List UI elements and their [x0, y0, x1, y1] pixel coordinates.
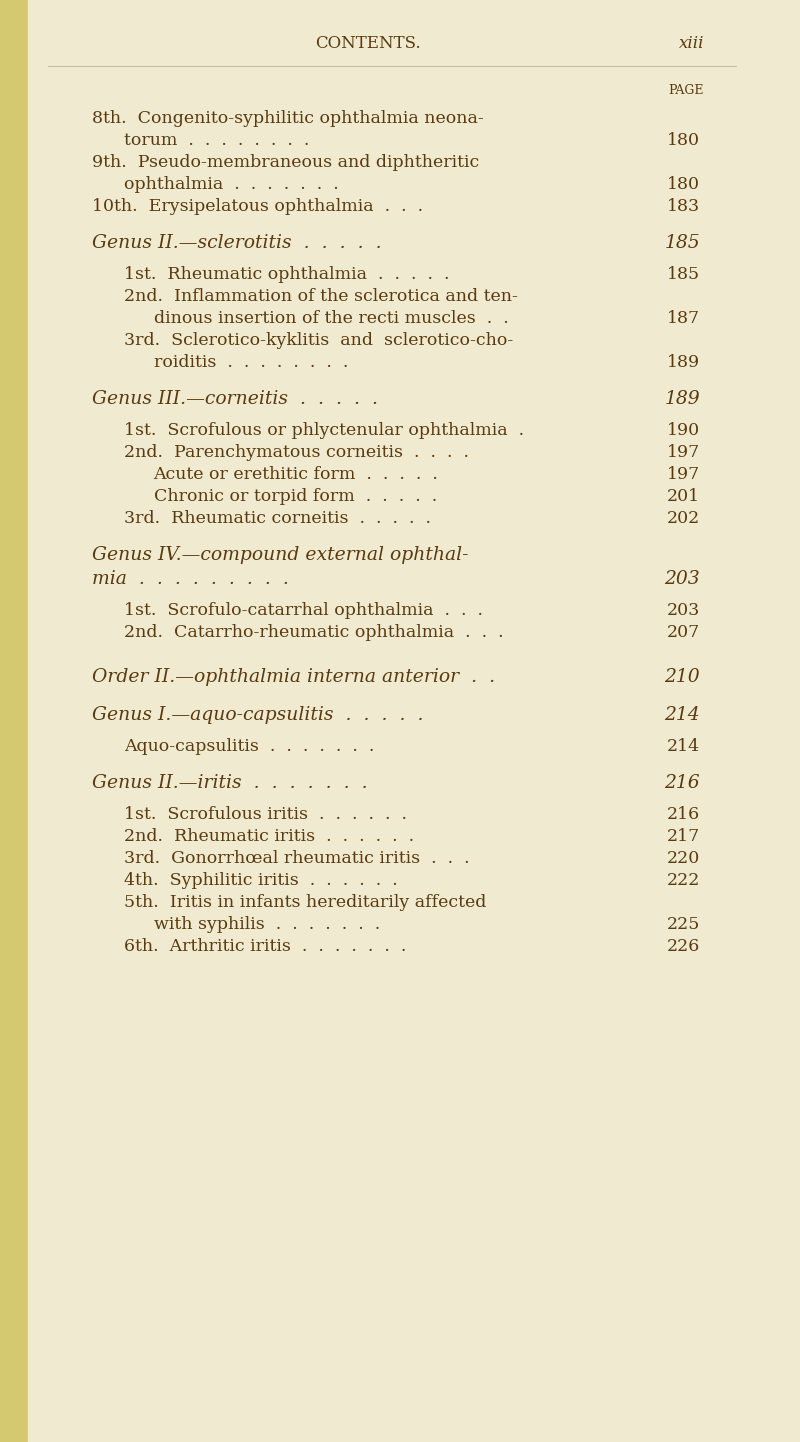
Text: 197: 197 [666, 466, 700, 483]
Text: 203: 203 [664, 570, 700, 587]
Text: Order II.—ophthalmia interna anterior  .  .: Order II.—ophthalmia interna anterior . … [92, 668, 495, 685]
Text: 10th.  Erysipelatous ophthalmia  .  .  .: 10th. Erysipelatous ophthalmia . . . [92, 198, 423, 215]
Text: 2nd.  Catarrho-rheumatic ophthalmia  .  .  .: 2nd. Catarrho-rheumatic ophthalmia . . . [124, 623, 504, 640]
Text: xiii: xiii [678, 35, 704, 52]
Text: 6th.  Arthritic iritis  .  .  .  .  .  .  .: 6th. Arthritic iritis . . . . . . . [124, 937, 406, 955]
Text: Genus II.—sclerotitis  .  .  .  .  .: Genus II.—sclerotitis . . . . . [92, 234, 382, 251]
Text: 214: 214 [664, 705, 700, 724]
Text: 190: 190 [667, 421, 700, 438]
Text: 1st.  Scrofulous iritis  .  .  .  .  .  .: 1st. Scrofulous iritis . . . . . . [124, 806, 407, 822]
Text: Acute or erethitic form  .  .  .  .  .: Acute or erethitic form . . . . . [154, 466, 438, 483]
Text: 9th.  Pseudo-membraneous and diphtheritic: 9th. Pseudo-membraneous and diphtheritic [92, 154, 479, 170]
Text: 180: 180 [667, 131, 700, 149]
Text: 1st.  Scrofulo-catarrhal ophthalmia  .  .  .: 1st. Scrofulo-catarrhal ophthalmia . . . [124, 601, 483, 619]
Text: 217: 217 [666, 828, 700, 845]
Text: 4th.  Syphilitic iritis  .  .  .  .  .  .: 4th. Syphilitic iritis . . . . . . [124, 871, 398, 888]
Text: roiditis  .  .  .  .  .  .  .  .: roiditis . . . . . . . . [154, 353, 348, 371]
Text: torum  .  .  .  .  .  .  .  .: torum . . . . . . . . [124, 131, 310, 149]
Text: 226: 226 [666, 937, 700, 955]
Text: 2nd.  Rheumatic iritis  .  .  .  .  .  .: 2nd. Rheumatic iritis . . . . . . [124, 828, 414, 845]
Text: CONTENTS.: CONTENTS. [315, 35, 421, 52]
Text: 189: 189 [664, 389, 700, 408]
Text: 197: 197 [666, 444, 700, 460]
Text: 8th.  Congenito-syphilitic ophthalmia neona-: 8th. Congenito-syphilitic ophthalmia neo… [92, 110, 484, 127]
Text: PAGE: PAGE [669, 84, 704, 97]
Text: 216: 216 [664, 773, 700, 792]
Text: 203: 203 [666, 601, 700, 619]
Text: dinous insertion of the recti muscles  .  .: dinous insertion of the recti muscles . … [154, 310, 508, 326]
Text: 2nd.  Parenchymatous corneitis  .  .  .  .: 2nd. Parenchymatous corneitis . . . . [124, 444, 469, 460]
Text: Aquo-capsulitis  .  .  .  .  .  .  .: Aquo-capsulitis . . . . . . . [124, 738, 374, 754]
Text: 3rd.  Rheumatic corneitis  .  .  .  .  .: 3rd. Rheumatic corneitis . . . . . [124, 509, 431, 526]
Text: 189: 189 [667, 353, 700, 371]
Text: Genus III.—corneitis  .  .  .  .  .: Genus III.—corneitis . . . . . [92, 389, 378, 408]
Text: Genus II.—iritis  .  .  .  .  .  .  .: Genus II.—iritis . . . . . . . [92, 773, 368, 792]
Text: 3rd.  Gonorrhœal rheumatic iritis  .  .  .: 3rd. Gonorrhœal rheumatic iritis . . . [124, 849, 470, 867]
Text: 2nd.  Inflammation of the sclerotica and ten-: 2nd. Inflammation of the sclerotica and … [124, 287, 518, 304]
Text: 5th.  Iritis in infants hereditarily affected: 5th. Iritis in infants hereditarily affe… [124, 894, 486, 910]
Text: mia  .  .  .  .  .  .  .  .  .: mia . . . . . . . . . [92, 570, 289, 587]
Text: with syphilis  .  .  .  .  .  .  .: with syphilis . . . . . . . [154, 916, 380, 933]
Text: 202: 202 [666, 509, 700, 526]
Text: Genus IV.—compound external ophthal-: Genus IV.—compound external ophthal- [92, 545, 469, 564]
Text: 180: 180 [667, 176, 700, 193]
Text: 1st.  Rheumatic ophthalmia  .  .  .  .  .: 1st. Rheumatic ophthalmia . . . . . [124, 265, 450, 283]
Text: 222: 222 [666, 871, 700, 888]
Text: 210: 210 [664, 668, 700, 685]
Text: Chronic or torpid form  .  .  .  .  .: Chronic or torpid form . . . . . [154, 487, 437, 505]
Text: 220: 220 [666, 849, 700, 867]
Text: 201: 201 [667, 487, 700, 505]
Text: 185: 185 [664, 234, 700, 251]
Text: 3rd.  Sclerotico-kyklitis  and  sclerotico-cho-: 3rd. Sclerotico-kyklitis and sclerotico-… [124, 332, 514, 349]
Text: 185: 185 [667, 265, 700, 283]
Text: 1st.  Scrofulous or phlyctenular ophthalmia  .: 1st. Scrofulous or phlyctenular ophthalm… [124, 421, 524, 438]
Text: 214: 214 [667, 738, 700, 754]
Text: 225: 225 [666, 916, 700, 933]
Bar [0, 0, 28, 1442]
Text: ophthalmia  .  .  .  .  .  .  .: ophthalmia . . . . . . . [124, 176, 338, 193]
Text: Genus I.—aquo-capsulitis  .  .  .  .  .: Genus I.—aquo-capsulitis . . . . . [92, 705, 423, 724]
Text: 183: 183 [667, 198, 700, 215]
Text: 187: 187 [667, 310, 700, 326]
Text: 207: 207 [666, 623, 700, 640]
Text: 216: 216 [667, 806, 700, 822]
